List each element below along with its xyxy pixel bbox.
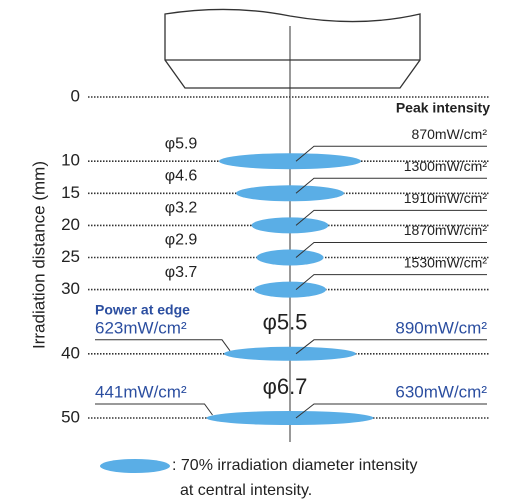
tick-label: 30 bbox=[61, 279, 80, 298]
tick-label: 20 bbox=[61, 215, 80, 234]
diameter-label: φ3.2 bbox=[165, 200, 198, 217]
peak-label: 890mW/cm² bbox=[395, 318, 487, 337]
diameter-label: φ5.9 bbox=[165, 135, 198, 152]
peak-label: 1910mW/cm² bbox=[404, 190, 488, 206]
irradiation-spot bbox=[236, 185, 344, 202]
irradiation-spot bbox=[206, 411, 374, 425]
legend-line: at central intensity. bbox=[180, 482, 312, 499]
irradiation-spot bbox=[251, 217, 329, 234]
leader-line bbox=[295, 274, 487, 290]
leader-line bbox=[95, 339, 231, 352]
peak-label: 1530mW/cm² bbox=[404, 254, 488, 270]
peak-label: 630mW/cm² bbox=[395, 382, 487, 401]
leader-line bbox=[295, 403, 487, 419]
tick-label: 10 bbox=[61, 151, 80, 170]
irradiation-spot bbox=[219, 153, 361, 170]
edge-label: 441mW/cm² bbox=[95, 382, 187, 401]
legend-swatch bbox=[100, 459, 170, 473]
peak-label: 870mW/cm² bbox=[412, 126, 488, 142]
axis-title: Irradiation distance (mm) bbox=[29, 161, 48, 349]
irradiation-spot bbox=[256, 249, 324, 266]
peak-label: 1300mW/cm² bbox=[404, 158, 488, 174]
tick-label: 40 bbox=[61, 343, 80, 362]
tick-label: 0 bbox=[71, 86, 80, 105]
tick-label: 50 bbox=[61, 407, 80, 426]
leader-line bbox=[295, 209, 487, 226]
diameter-label: φ3.7 bbox=[165, 264, 198, 281]
leader-line bbox=[295, 339, 487, 355]
legend-line: : 70% irradiation diameter intensity bbox=[172, 457, 417, 474]
diameter-label: φ5.5 bbox=[263, 310, 308, 335]
irradiation-spot bbox=[254, 281, 326, 298]
diameter-label: φ6.7 bbox=[263, 374, 308, 399]
edge-label: 623mW/cm² bbox=[95, 318, 187, 337]
tick-label: 25 bbox=[61, 247, 80, 266]
peak-label: 1870mW/cm² bbox=[404, 222, 488, 238]
leader-line bbox=[295, 145, 487, 162]
diameter-label: φ4.6 bbox=[165, 168, 198, 185]
irradiation-spot bbox=[224, 346, 356, 361]
diameter-label: φ2.9 bbox=[165, 232, 198, 249]
edge-header: Power at edge bbox=[95, 302, 190, 318]
peak-header: Peak intensity bbox=[396, 100, 490, 116]
leader-line bbox=[95, 403, 213, 416]
leader-line bbox=[295, 242, 487, 258]
leader-line bbox=[295, 177, 487, 194]
lamp-head bbox=[164, 8, 421, 89]
tick-label: 15 bbox=[61, 183, 80, 202]
